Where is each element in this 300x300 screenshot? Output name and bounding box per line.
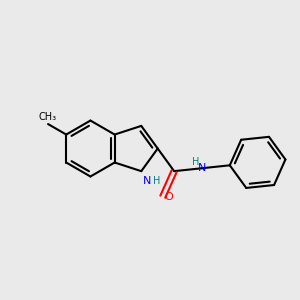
Text: H: H	[192, 157, 199, 167]
Text: H: H	[153, 176, 160, 187]
Text: N: N	[143, 176, 151, 187]
Text: N: N	[198, 163, 206, 173]
Text: CH₃: CH₃	[39, 112, 57, 122]
Text: O: O	[165, 192, 174, 202]
